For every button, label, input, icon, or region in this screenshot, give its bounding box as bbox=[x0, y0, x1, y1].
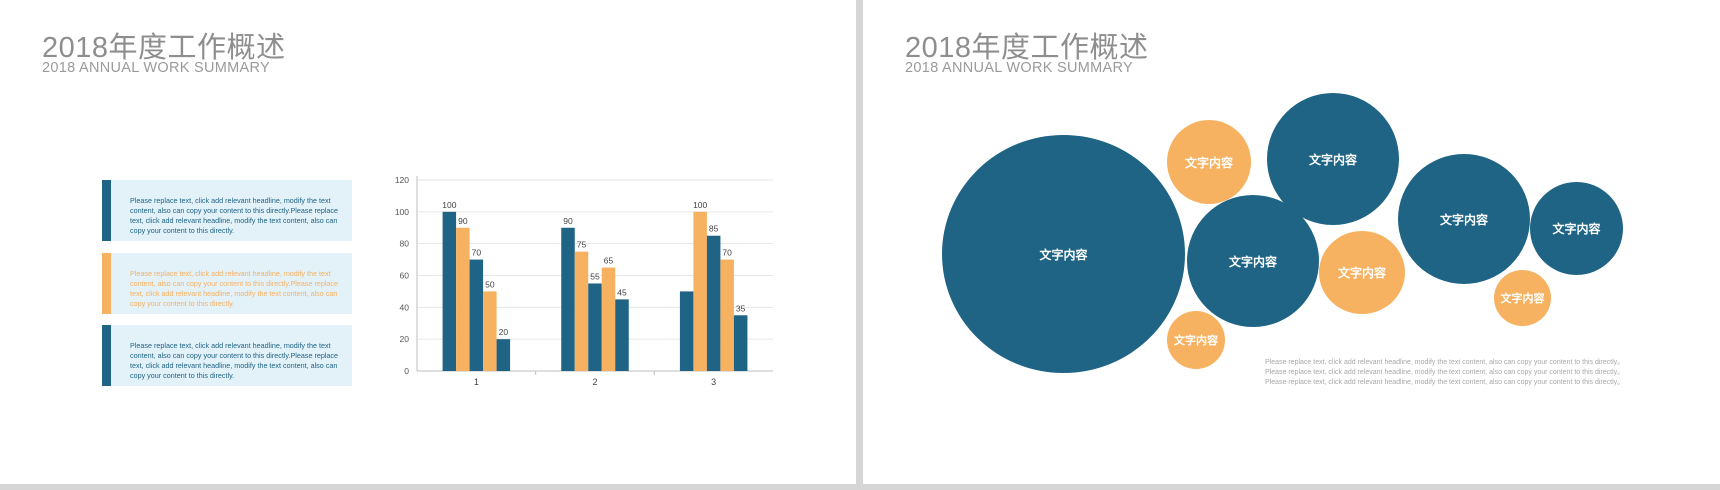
data-label: 20 bbox=[499, 327, 509, 337]
text-box-body: Please replace text, click add relevant … bbox=[130, 341, 339, 380]
text-box-body: Please replace text, click add relevant … bbox=[130, 196, 339, 235]
data-label: 100 bbox=[693, 200, 707, 210]
bar bbox=[456, 227, 470, 371]
slide-title: 2018年度工作概述 bbox=[42, 32, 286, 64]
y-tick-label: 20 bbox=[400, 334, 410, 344]
bar bbox=[561, 227, 575, 371]
bubble-7[interactable]: 文字内容 bbox=[1530, 182, 1623, 275]
data-label: 55 bbox=[590, 271, 600, 281]
bar bbox=[733, 315, 748, 371]
bubble-1[interactable]: 文字内容 bbox=[942, 135, 1185, 373]
note-line: Please replace text, click add relevant … bbox=[1265, 379, 1625, 386]
bubble-9[interactable]: 文字内容 bbox=[1167, 311, 1225, 369]
bar bbox=[496, 339, 511, 371]
data-label: 35 bbox=[736, 303, 746, 313]
left-slide: 2018年度工作概述 2018 ANNUAL WORK SUMMARY Plea… bbox=[0, 0, 856, 484]
text-box-3[interactable]: Please replace text, click add relevant … bbox=[102, 325, 352, 386]
bar bbox=[588, 283, 602, 371]
note-line: Please replace text, click add relevant … bbox=[1265, 369, 1625, 376]
bar bbox=[483, 291, 497, 371]
accent-bar bbox=[102, 253, 111, 314]
right-slide: 2018年度工作概述 2018 ANNUAL WORK SUMMARY 文字内容… bbox=[863, 0, 1720, 484]
bar bbox=[469, 259, 484, 371]
slide-subtitle: 2018 ANNUAL WORK SUMMARY bbox=[905, 60, 1133, 76]
bubble-4[interactable]: 文字内容 bbox=[1187, 195, 1319, 327]
accent-bar bbox=[102, 325, 111, 386]
data-label: 85 bbox=[709, 224, 719, 234]
y-tick-label: 80 bbox=[400, 239, 410, 249]
x-tick-label: 3 bbox=[711, 377, 716, 385]
bubble-2[interactable]: 文字内容 bbox=[1167, 120, 1251, 204]
bubble-8[interactable]: 文字内容 bbox=[1494, 270, 1551, 326]
y-tick-label: 40 bbox=[400, 302, 410, 312]
data-label: 70 bbox=[722, 248, 732, 258]
data-label: 65 bbox=[604, 256, 614, 266]
text-box-2[interactable]: Please replace text, click add relevant … bbox=[102, 253, 352, 314]
bar bbox=[601, 267, 616, 371]
slide-title: 2018年度工作概述 bbox=[905, 32, 1149, 64]
note-text: Please replace text, click add relevant … bbox=[1265, 358, 1625, 388]
note-line: Please replace text, click add relevant … bbox=[1265, 359, 1625, 366]
y-tick-label: 120 bbox=[395, 175, 409, 185]
data-label: 100 bbox=[442, 200, 456, 210]
bar bbox=[679, 291, 694, 371]
data-label: 90 bbox=[563, 216, 573, 226]
x-tick-label: 2 bbox=[592, 377, 597, 385]
bar bbox=[574, 251, 589, 371]
data-label: 75 bbox=[577, 240, 587, 250]
bar bbox=[720, 259, 734, 371]
data-label: 70 bbox=[472, 248, 482, 258]
bubble-3[interactable]: 文字内容 bbox=[1267, 93, 1399, 225]
bar bbox=[693, 211, 707, 371]
bar bbox=[615, 299, 629, 371]
bar-chart: 0204060801001201009070502019075556545210… bbox=[395, 175, 773, 385]
slide-subtitle: 2018 ANNUAL WORK SUMMARY bbox=[42, 60, 270, 76]
bubble-6[interactable]: 文字内容 bbox=[1398, 154, 1530, 284]
y-tick-label: 0 bbox=[404, 366, 409, 376]
data-label: 45 bbox=[617, 287, 627, 297]
bar bbox=[442, 211, 457, 371]
bar bbox=[706, 235, 721, 371]
y-tick-label: 60 bbox=[400, 271, 410, 281]
data-label: 90 bbox=[458, 216, 468, 226]
y-tick-label: 100 bbox=[395, 207, 409, 217]
accent-bar bbox=[102, 180, 111, 241]
text-box-1[interactable]: Please replace text, click add relevant … bbox=[102, 180, 352, 241]
bubble-5[interactable]: 文字内容 bbox=[1319, 231, 1405, 314]
data-label: 50 bbox=[485, 279, 495, 289]
text-box-body: Please replace text, click add relevant … bbox=[130, 269, 339, 308]
x-tick-label: 1 bbox=[474, 377, 479, 385]
